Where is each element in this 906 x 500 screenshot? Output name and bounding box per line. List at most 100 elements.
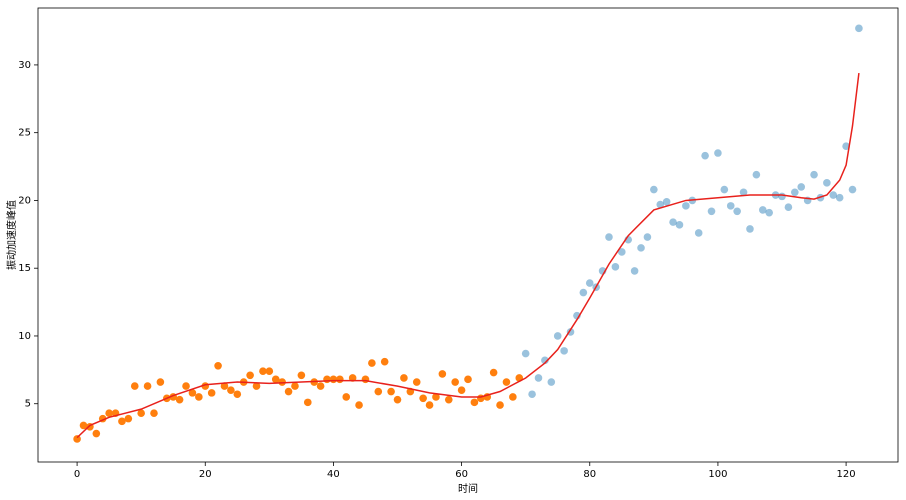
data-point [118, 417, 126, 426]
data-point [342, 393, 351, 401]
data-point [316, 382, 325, 390]
data-point [297, 371, 306, 380]
data-point [457, 386, 466, 394]
data-point [707, 207, 716, 216]
data-point [585, 279, 594, 287]
data-point [361, 375, 370, 384]
data-point [720, 185, 729, 194]
data-point [669, 218, 677, 226]
data-point [829, 191, 838, 199]
data-point [656, 200, 665, 209]
data-point [79, 421, 88, 430]
data-point [92, 429, 101, 438]
data-point [694, 229, 703, 237]
data-point [560, 347, 568, 355]
data-point [220, 382, 229, 390]
data-point [271, 375, 280, 384]
data-point [150, 409, 158, 418]
data-point [502, 378, 511, 386]
data-point [733, 207, 741, 216]
data-point [246, 371, 254, 380]
y-tick-label: 25 [18, 128, 31, 139]
data-point [291, 382, 299, 390]
data-point [611, 263, 620, 271]
data-point [412, 378, 421, 386]
data-point [374, 387, 383, 396]
data-point [726, 202, 735, 210]
data-point [784, 203, 793, 212]
data-point [265, 367, 274, 376]
data-point [368, 359, 376, 367]
data-point [553, 332, 562, 340]
data-point [810, 170, 818, 179]
data-point [259, 367, 267, 376]
data-point [355, 401, 363, 409]
data-point [778, 192, 786, 201]
data-point [124, 414, 133, 423]
y-tick-label: 20 [18, 195, 31, 206]
x-tick-label: 80 [583, 469, 596, 480]
data-point [701, 151, 709, 160]
data-point [630, 267, 639, 275]
data-point [252, 382, 261, 390]
data-point [528, 390, 536, 399]
data-point [823, 179, 831, 187]
data-point [758, 206, 767, 214]
data-point [130, 382, 139, 390]
x-tick-label: 120 [837, 469, 856, 480]
data-point [233, 390, 242, 399]
data-point [541, 356, 549, 365]
y-axis-label: 振动加速度峰值 [5, 200, 18, 270]
data-point [765, 208, 773, 217]
data-point [489, 368, 498, 377]
x-tick-label: 20 [199, 469, 212, 480]
plot-frame [37, 7, 899, 463]
data-point [400, 374, 408, 382]
data-point [387, 387, 395, 396]
data-point [521, 349, 530, 358]
x-axis-label: 时间 [458, 482, 478, 495]
y-tick-label: 10 [18, 331, 31, 342]
data-point [547, 378, 556, 386]
data-point [842, 142, 850, 151]
data-point [848, 185, 857, 194]
data-point [137, 409, 145, 418]
data-point [464, 375, 472, 384]
data-point [214, 361, 222, 370]
data-point [797, 183, 806, 191]
data-point [336, 375, 344, 384]
fit-line [76, 72, 860, 439]
data-point [432, 393, 440, 401]
data-point [675, 221, 684, 229]
data-point [791, 188, 799, 197]
data-point [650, 185, 658, 194]
data-point [175, 395, 184, 404]
data-point [188, 389, 197, 397]
data-point [752, 170, 761, 179]
data-point [739, 188, 748, 197]
y-tick-label: 15 [18, 263, 31, 274]
x-tick-label: 40 [327, 469, 340, 480]
data-point [714, 149, 722, 157]
data-point [438, 370, 447, 378]
data-point [419, 394, 427, 403]
data-point [579, 288, 588, 297]
data-point [73, 435, 81, 443]
data-point [284, 387, 293, 396]
data-point [195, 393, 203, 401]
data-point [348, 374, 357, 382]
data-point [496, 401, 504, 409]
data-point [425, 401, 434, 409]
data-point [227, 386, 235, 394]
data-point [855, 24, 863, 33]
data-point [637, 244, 645, 252]
data-point [618, 248, 626, 256]
x-tick-label: 0 [74, 469, 80, 480]
data-point [835, 193, 844, 202]
x-tick-label: 60 [455, 469, 468, 480]
x-tick-label: 100 [708, 469, 727, 480]
data-point [143, 382, 152, 390]
data-point [380, 357, 389, 366]
data-point [278, 378, 286, 386]
